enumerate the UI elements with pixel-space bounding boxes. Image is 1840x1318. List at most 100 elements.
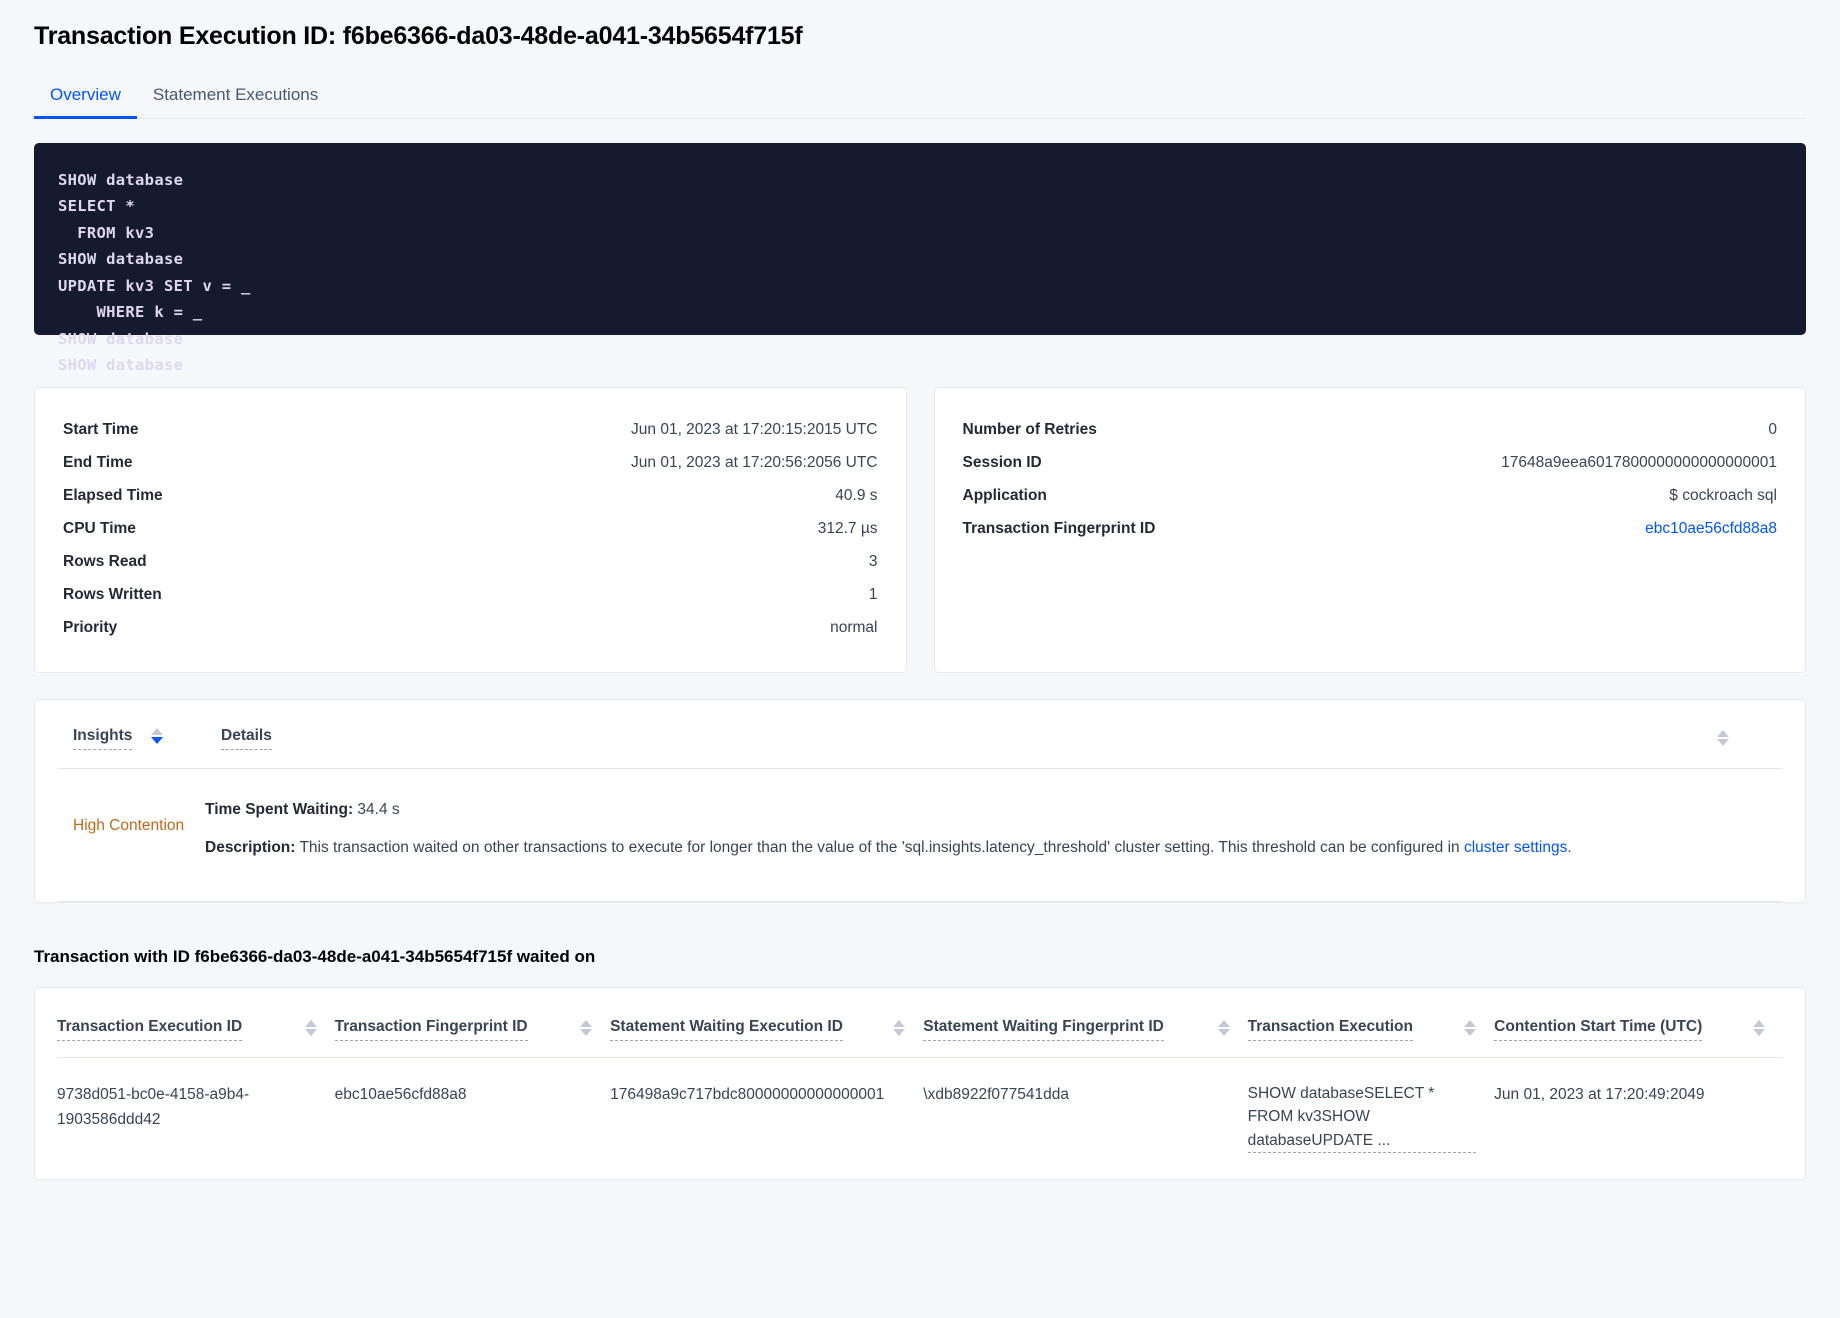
triangle-up-icon xyxy=(304,1020,317,1027)
info-value-elapsed-time: 40.9 s xyxy=(835,487,878,504)
info-label-application: Application xyxy=(962,487,1047,504)
sort-icon-transaction-fingerprint-id[interactable] xyxy=(580,1020,593,1036)
column-header-transaction-execution-id[interactable]: Transaction Execution ID xyxy=(57,988,335,1058)
triangle-up-icon xyxy=(893,1020,906,1027)
transaction-timing-panel: Start Time Jun 01, 2023 at 17:20:15:2015… xyxy=(34,386,907,673)
waited-on-table: Transaction Execution ID Transaction Fin… xyxy=(57,988,1783,1179)
triangle-down-icon xyxy=(1717,739,1729,747)
insight-details: Time Spent Waiting: 34.4 s Description: … xyxy=(205,795,1783,872)
waited-on-section-title: Transaction with ID f6be6366-da03-48de-a… xyxy=(34,947,596,966)
sort-icon-statement-waiting-fingerprint-id[interactable] xyxy=(1217,1020,1230,1036)
cell-transaction-execution[interactable]: SHOW databaseSELECT * FROM kv3SHOW datab… xyxy=(1247,1058,1495,1179)
info-label-end-time: End Time xyxy=(63,454,133,471)
triangle-down-icon xyxy=(893,1029,906,1036)
cell-statement-waiting-execution-id: 176498a9c717bdc80000000000000001 xyxy=(610,1086,885,1103)
info-row: Start Time Jun 01, 2023 at 17:20:15:2015… xyxy=(63,414,878,447)
column-header-transaction-fingerprint-id[interactable]: Transaction Fingerprint ID xyxy=(334,988,611,1058)
info-row: Application $ cockroach sql xyxy=(963,480,1778,513)
info-row: Priority normal xyxy=(63,612,878,645)
info-value-priority: normal xyxy=(830,619,878,636)
info-row: End Time Jun 01, 2023 at 17:20:56:2056 U… xyxy=(63,447,878,480)
time-spent-waiting-label: Time Spent Waiting: xyxy=(205,800,354,818)
insights-table-header: Insights Details xyxy=(57,700,1783,769)
insight-time-spent-waiting: Time Spent Waiting: 34.4 s xyxy=(205,795,1783,833)
column-label[interactable]: Transaction Execution xyxy=(1247,1018,1413,1041)
sort-icon-transaction-execution-id[interactable] xyxy=(304,1020,317,1036)
info-value-cpu-time: 312.7 µs xyxy=(817,520,878,537)
description-label: Description: xyxy=(205,838,296,856)
column-label[interactable]: Statement Waiting Execution ID xyxy=(610,1018,843,1041)
time-spent-waiting-value: 34.4 s xyxy=(353,800,400,818)
sort-icon-contention-start-time[interactable] xyxy=(1753,1020,1765,1036)
column-label[interactable]: Transaction Execution ID xyxy=(57,1018,243,1041)
info-value-start-time: Jun 01, 2023 at 17:20:15:2015 UTC xyxy=(631,421,878,438)
details-column-sort-wrap xyxy=(1703,730,1783,748)
tab-statement-executions[interactable]: Statement Executions xyxy=(152,84,319,104)
info-value-rows-written: 1 xyxy=(868,586,878,603)
sort-icon-transaction-execution[interactable] xyxy=(1464,1020,1477,1036)
info-value-rows-read: 3 xyxy=(868,553,878,570)
triangle-down-icon xyxy=(1217,1029,1230,1036)
info-label-rows-written: Rows Written xyxy=(63,586,162,603)
insights-table-row: High Contention Time Spent Waiting: 34.4… xyxy=(57,769,1783,902)
info-row: CPU Time 312.7 µs xyxy=(63,513,878,546)
triangle-down-icon xyxy=(580,1029,593,1036)
info-label-elapsed-time: Elapsed Time xyxy=(63,487,163,504)
column-header-contention-start-time[interactable]: Contention Start Time (UTC) xyxy=(1494,988,1783,1058)
column-header-statement-waiting-execution-id[interactable]: Statement Waiting Execution ID xyxy=(610,988,924,1058)
description-text: This transaction waited on other transac… xyxy=(295,838,1464,856)
page-title: Transaction Execution ID: f6be6366-da03-… xyxy=(34,22,803,50)
info-label-rows-read: Rows Read xyxy=(63,553,147,570)
info-label-transaction-fingerprint-id: Transaction Fingerprint ID xyxy=(962,520,1156,537)
details-column-header: Details xyxy=(221,727,1703,750)
tab-overview[interactable]: Overview xyxy=(34,85,137,119)
triangle-up-icon xyxy=(1464,1020,1477,1027)
cell-contention-start-time: Jun 01, 2023 at 17:20:49:2049 xyxy=(1494,1086,1705,1103)
insights-column-label[interactable]: Insights xyxy=(73,727,133,750)
cell-statement-waiting-fingerprint-id: \xdb8922f077541dda xyxy=(923,1086,1069,1103)
sort-icon-details[interactable] xyxy=(1717,730,1729,747)
info-label-start-time: Start Time xyxy=(63,421,139,438)
details-column-label[interactable]: Details xyxy=(221,727,272,750)
triangle-up-icon xyxy=(580,1020,593,1027)
triangle-down-icon xyxy=(150,736,163,744)
info-row: Number of Retries 0 xyxy=(963,414,1778,447)
insight-name-high-contention[interactable]: High Contention xyxy=(73,816,185,834)
table-row: 9738d051-bc0e-4158-a9b4-1903586ddd42 ebc… xyxy=(57,1058,1783,1179)
transaction-execution-preview[interactable]: SHOW databaseSELECT * FROM kv3SHOW datab… xyxy=(1247,1082,1477,1153)
summary-panels: Start Time Jun 01, 2023 at 17:20:15:2015… xyxy=(34,386,1806,673)
triangle-down-icon xyxy=(1753,1029,1765,1036)
table-header-row: Transaction Execution ID Transaction Fin… xyxy=(57,988,1783,1058)
description-suffix: . xyxy=(1567,838,1572,856)
sort-icon-statement-waiting-execution-id[interactable] xyxy=(893,1020,906,1036)
info-row: Session ID 17648a9eea6017800000000000000… xyxy=(963,447,1778,480)
triangle-up-icon xyxy=(150,727,163,735)
column-label[interactable]: Contention Start Time (UTC) xyxy=(1494,1018,1703,1041)
column-label[interactable]: Transaction Fingerprint ID xyxy=(334,1018,528,1041)
insight-description: Description: This transaction waited on … xyxy=(205,833,1783,871)
sql-code-block: SHOW database SELECT * FROM kv3 SHOW dat… xyxy=(34,142,1806,374)
insights-column-header: Insights xyxy=(57,727,221,750)
column-header-statement-waiting-fingerprint-id[interactable]: Statement Waiting Fingerprint ID xyxy=(923,988,1248,1058)
transaction-fingerprint-id-link[interactable]: ebc10ae56cfd88a8 xyxy=(1645,520,1777,537)
cluster-settings-link[interactable]: cluster settings xyxy=(1463,838,1568,856)
cell-transaction-execution-id: 9738d051-bc0e-4158-a9b4-1903586ddd42 xyxy=(57,1086,250,1129)
column-header-transaction-execution[interactable]: Transaction Execution xyxy=(1247,988,1495,1058)
info-row: Rows Written 1 xyxy=(63,579,878,612)
waited-on-table-card: Transaction Execution ID Transaction Fin… xyxy=(34,987,1806,1180)
sort-icon-insights[interactable] xyxy=(150,727,163,744)
info-value-end-time: Jun 01, 2023 at 17:20:56:2056 UTC xyxy=(631,454,878,471)
cell-transaction-fingerprint-id: ebc10ae56cfd88a8 xyxy=(334,1086,467,1103)
info-value-application: $ cockroach sql xyxy=(1669,487,1777,504)
column-label[interactable]: Statement Waiting Fingerprint ID xyxy=(923,1018,1164,1041)
sql-code-text: SHOW database SELECT * FROM kv3 SHOW dat… xyxy=(58,170,251,375)
info-label-session-id: Session ID xyxy=(962,454,1042,471)
info-value-number-of-retries: 0 xyxy=(1768,421,1777,438)
info-label-priority: Priority xyxy=(63,619,118,636)
info-row: Rows Read 3 xyxy=(63,546,878,579)
triangle-down-icon xyxy=(1464,1029,1477,1036)
triangle-up-icon xyxy=(1753,1020,1765,1027)
tab-bar: Overview Statement Executions xyxy=(34,73,1806,119)
triangle-down-icon xyxy=(304,1029,317,1036)
